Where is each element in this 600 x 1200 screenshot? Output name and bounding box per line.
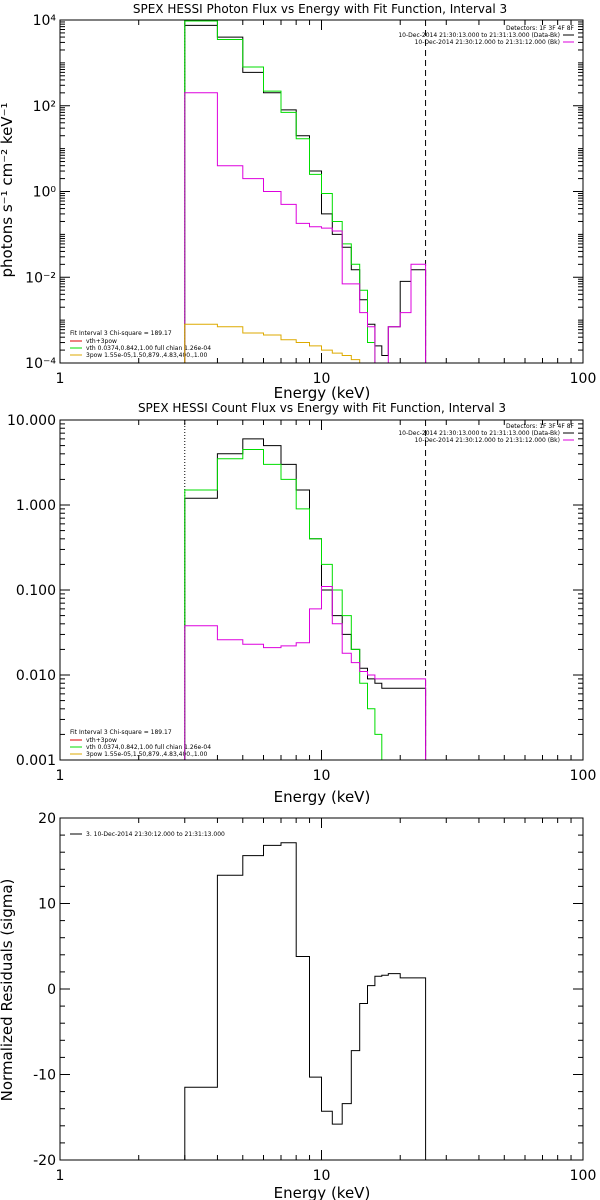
residuals-y-tick-label: 10 — [38, 897, 56, 913]
fit-legend-title: Fit Interval 3 Chi-square = 189.17 — [70, 729, 172, 736]
photon-flux-fit-legend: Fit Interval 3 Chi-square = 189.17 vth+3… — [70, 330, 211, 359]
photon-flux-plot: 1 10 100 10⁻⁴ 10⁻² 10⁰ 10² 10⁴ — [25, 13, 596, 387]
residuals-legend: 3. 10-Dec-2014 21:30:12.000 to 21:31:13.… — [70, 831, 225, 838]
detector-legend-title: Detectors: 1F 3F 4F 8F — [506, 25, 575, 32]
fit-legend-total: vth+3pow — [86, 737, 117, 744]
photon-flux-series-3 — [184, 323, 368, 363]
fit-legend-vth: vth 0.0374,0.842,1.00 full chian 1.26e-0… — [86, 744, 211, 751]
count-flux-plot: 1 10 100 0.001 0.010 0.100 1.000 10.000 — [7, 413, 596, 784]
photon-flux-y-tick-label: 10⁻⁴ — [25, 356, 56, 372]
photon-flux-xlabel: Energy (keV) — [274, 384, 371, 402]
residuals-xlabel: Energy (keV) — [274, 1184, 371, 1200]
detector-legend-bk: 10-Dec-2014 21:30:12.000 to 21:31:12.000… — [415, 39, 560, 46]
count-flux-y-tick-label: 0.010 — [16, 668, 56, 684]
photon-flux-x-tick-label: 100 — [570, 371, 597, 387]
count-flux-xlabel: Energy (keV) — [274, 788, 371, 806]
residuals-series-0 — [184, 842, 427, 1160]
photon-flux-y-tick-label: 10⁴ — [33, 13, 57, 29]
count-flux-detector-legend: Detectors: 1F 3F 4F 8F 10-Dec-2014 21:30… — [398, 423, 574, 444]
count-flux-series-0 — [184, 438, 427, 760]
fit-legend-3pow: 3pow 1.55e-05,1.50,879.,4.83,400.,1.00 — [86, 352, 207, 359]
photon-flux-y-tick-label: 10⁰ — [33, 185, 57, 201]
residuals-x-tick-label: 100 — [570, 1168, 597, 1184]
residuals-y-tick-label: -20 — [33, 1153, 56, 1169]
residuals-plot: 1 10 100 -20 -10 0 10 20 — [33, 811, 596, 1184]
count-flux-title: SPEX HESSI Count Flux vs Energy with Fit… — [138, 401, 506, 415]
photon-flux-frame — [59, 19, 584, 364]
count-flux-series-1 — [184, 449, 389, 760]
count-flux-y-tick-label: 10.000 — [7, 413, 56, 429]
photon-flux-y-tick-label: 10⁻² — [25, 270, 56, 286]
count-flux-frame — [59, 419, 584, 761]
count-flux-y-tick-label: 0.100 — [16, 583, 56, 599]
photon-flux-ylabel: photons s⁻¹ cm⁻² keV⁻¹ — [0, 103, 16, 278]
detector-legend-bk: 10-Dec-2014 21:30:12.000 to 21:31:12.000… — [415, 437, 560, 444]
detector-legend-title: Detectors: 1F 3F 4F 8F — [506, 423, 575, 430]
residuals-y-tick-label: 20 — [38, 811, 56, 827]
count-flux-x-tick-label: 1 — [56, 768, 65, 784]
fit-legend-total: vth+3pow — [86, 338, 117, 345]
count-flux-x-tick-label: 10 — [313, 768, 331, 784]
photon-flux-series-0 — [184, 24, 427, 363]
count-flux-x-tick-label: 100 — [570, 768, 597, 784]
count-flux-panel: SPEX HESSI Count Flux vs Energy with Fit… — [70, 401, 575, 806]
count-flux-y-tick-label: 1.000 — [16, 498, 56, 514]
residuals-frame — [59, 817, 584, 1161]
residuals-x-tick-label: 1 — [56, 1168, 65, 1184]
residuals-x-tick-label: 10 — [313, 1168, 331, 1184]
photon-flux-title: SPEX HESSI Photon Flux vs Energy with Fi… — [133, 2, 507, 16]
photon-flux-detector-legend: Detectors: 1F 3F 4F 8F 10-Dec-2014 21:30… — [398, 25, 574, 46]
fit-legend-3pow: 3pow 1.55e-05,1.50,879.,4.83,400.,1.00 — [86, 751, 207, 758]
residuals-legend-text: 3. 10-Dec-2014 21:30:12.000 to 21:31:13.… — [86, 831, 225, 838]
count-flux-series-2 — [184, 586, 427, 760]
photon-flux-y-tick-label: 10² — [33, 99, 56, 115]
detector-legend-data: 10-Dec-2014 21:30:13.000 to 21:31:13.000… — [398, 430, 560, 437]
photon-flux-series-1 — [184, 20, 382, 363]
residuals-ylabel: Normalized Residuals (sigma) — [0, 879, 16, 1102]
count-flux-fit-legend: Fit Interval 3 Chi-square = 189.17 vth+3… — [70, 729, 211, 758]
residuals-panel: Normalized Residuals (sigma) Energy (keV… — [0, 831, 370, 1200]
photon-flux-series-2 — [184, 92, 427, 363]
residuals-y-tick-label: -10 — [33, 1068, 56, 1084]
photon-flux-panel: SPEX HESSI Photon Flux vs Energy with Fi… — [0, 2, 575, 402]
fit-legend-title: Fit Interval 3 Chi-square = 189.17 — [70, 330, 172, 337]
photon-flux-x-tick-label: 1 — [56, 371, 65, 387]
photon-flux-x-tick-label: 10 — [313, 371, 331, 387]
count-flux-y-tick-label: 0.001 — [16, 753, 56, 769]
detector-legend-data: 10-Dec-2014 21:30:13.000 to 21:31:13.000… — [398, 32, 560, 39]
fit-legend-vth: vth 0.0374,0.842,1.00 full chian 1.26e-0… — [86, 345, 211, 352]
residuals-y-tick-label: 0 — [47, 982, 56, 998]
